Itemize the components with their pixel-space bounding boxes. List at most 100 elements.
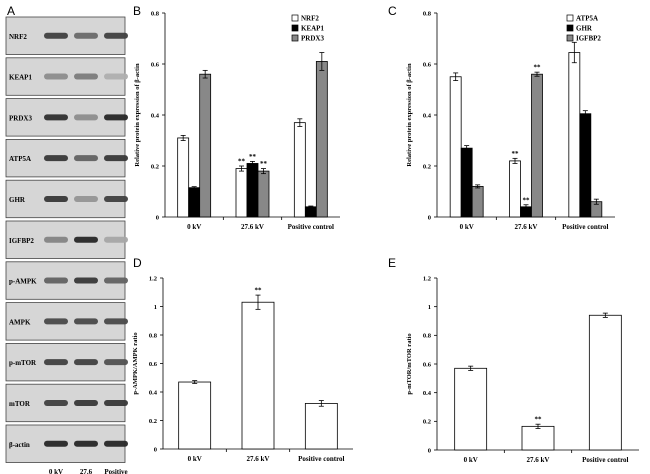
y-tick-label: 1.2 [149,275,157,282]
blot-band [74,236,98,243]
blot-band [74,318,98,325]
y-tick-label: 0.2 [151,163,159,170]
chart-panel-e: 0 0.2 0.4 0.6 0.8 1 1.2 p-mTOR/mTOR ratio 0 kV 27… [406,275,639,464]
blot-band [44,359,68,366]
panel-label-b: B [133,4,141,18]
x-category-label: Positive control [582,456,628,464]
bar-ghr [579,113,592,218]
blot-row-label: p-AMPK [9,278,37,286]
blot-band [104,440,128,447]
bar-igfbp2 [471,185,484,218]
y-tick-label: 0.6 [423,361,432,368]
blot-row-label: p-mTOR [9,359,37,367]
bar-charts: 0 0.2 0.4 0.6 0.8 Relative protein expression… [132,10,639,464]
bar-nrf2 [293,122,306,218]
bar-keap1 [304,206,317,218]
blot-band [74,195,98,202]
blot-band [74,73,98,80]
significance-marker: ** [512,150,520,158]
y-tick-label: 0.6 [423,61,432,68]
legend-swatch [566,14,574,22]
y-tick-label: 0 [428,447,431,454]
blot-band [44,399,68,406]
bar-ghr [460,147,473,218]
blot-row-label: mTOR [9,400,31,408]
bar-keap1 [188,187,201,218]
blot-band [44,73,68,80]
y-tick-label: 1 [154,304,157,311]
x-category-label: 27.6 kV [241,223,264,231]
y-tick-label: 0 [428,214,431,221]
y-tick-label: 0.2 [423,419,431,426]
bar-atp5a [568,52,581,218]
legend-label: IGFBP2 [576,35,601,43]
x-category-label: Positive control [562,223,608,231]
blot-band [44,277,68,284]
blot-row-label: ATP5A [9,155,31,163]
bar-p-ampk-ampk [178,381,212,450]
western-blot-panel: NRF2 KEAP1 PRDX3 ATP5A GHR IGFBP2 p-AMPK AMPK p-… [5,16,128,474]
legend-swatch [291,14,299,22]
blot-row-label: PRDX3 [9,114,32,122]
significance-marker: ** [534,64,542,72]
blot-lane-label: 27.6 [80,468,93,474]
x-category-label: 0 kV [464,456,478,464]
bar-prdx3 [315,61,328,218]
blot-band [74,32,98,39]
blot-band [104,318,128,325]
y-tick-label: 0 [156,214,159,221]
y-axis-title: p-AMPK/AMPK ratio [132,332,139,394]
chart-panel-b: 0 0.2 0.4 0.6 0.8 Relative protein expression… [134,10,340,231]
y-axis-title: Relative protein expression of β-actin [134,63,141,167]
y-tick-label: 0 [154,446,157,453]
bar-prdx3 [199,73,212,218]
bar-prdx3 [257,170,270,218]
y-tick-label: 0.4 [423,390,432,397]
bar-atp5a [449,76,462,218]
blot-band [44,318,68,325]
bar-p-mtor-mtor [588,314,622,451]
blot-band [44,32,68,39]
legend-swatch [291,34,299,42]
y-tick-label: 1 [428,304,431,311]
y-tick-label: 0.4 [423,112,432,119]
blot-band [74,277,98,284]
blot-band [74,155,98,162]
blot-lane-label: Positive [104,468,127,474]
legend-swatch [566,24,574,32]
y-tick-label: 0.2 [149,418,157,425]
significance-marker: ** [535,416,543,424]
bar-atp5a [509,160,521,218]
panel-label-c: C [388,4,397,18]
y-tick-label: 0.2 [423,163,431,170]
y-tick-label: 0.4 [149,389,158,396]
blot-band [74,440,98,447]
significance-marker: ** [255,287,263,295]
legend-label: PRDX3 [301,35,324,43]
bar-p-mtor-mtor [521,425,555,451]
blot-band [44,114,68,121]
y-tick-label: 1.2 [423,275,431,282]
blot-band [104,399,128,406]
bar-igfbp2 [531,73,543,218]
blot-row-label: IGFBP2 [9,237,34,245]
legend-swatch [566,34,574,42]
legend-label: ATP5A [576,15,598,23]
x-category-label: Positive control [298,455,344,463]
bar-nrf2 [235,168,248,218]
blot-band [104,359,128,366]
y-tick-label: 0.8 [423,333,432,340]
legend-label: GHR [576,25,593,33]
blot-lane-label: 0 kV [49,468,63,474]
bar-nrf2 [177,137,190,218]
panel-label-e: E [388,256,396,270]
blot-band [74,399,98,406]
blot-band [104,277,128,284]
chart-panel-d: 0 0.2 0.4 0.6 0.8 1 1.2 p-AMPK/AMPK ratio 0 kV 27… [132,275,353,463]
blot-band [44,195,68,202]
significance-marker: ** [260,160,268,168]
bar-keap1 [246,163,259,218]
blot-band [104,195,128,202]
blot-row-label: KEAP1 [9,74,32,82]
